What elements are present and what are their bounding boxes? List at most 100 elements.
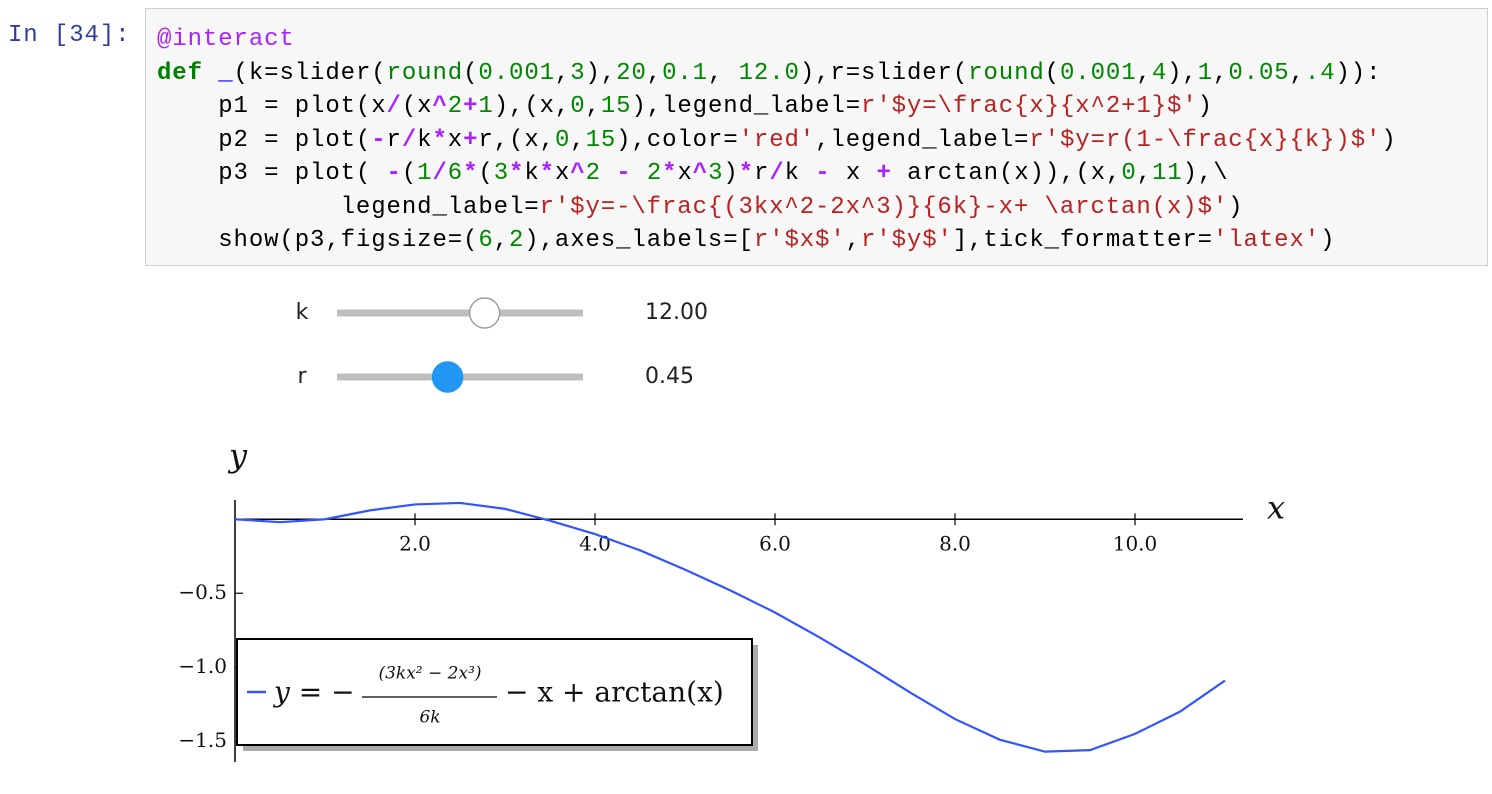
- slider-handle[interactable]: [468, 297, 501, 329]
- code-token: 1: [478, 93, 494, 120]
- code-token: 0.001: [478, 59, 555, 87]
- code-token: ^: [432, 93, 448, 120]
- code-token: -: [616, 160, 632, 187]
- code-token: _: [218, 59, 234, 87]
- code-token: ),: [585, 59, 617, 87]
- code-token: ,: [1136, 59, 1152, 87]
- code-token: k: [417, 126, 433, 154]
- code-token: ,: [1213, 59, 1229, 87]
- code-token: 2: [585, 160, 601, 187]
- code-token: 3: [493, 160, 510, 187]
- code-token: *: [432, 126, 448, 154]
- code-token: legend_label=: [157, 193, 540, 221]
- code-token: 'red': [738, 126, 816, 154]
- code-token: ,: [646, 59, 663, 87]
- code-token: 1: [1197, 59, 1214, 87]
- code-token: x: [554, 160, 571, 187]
- legend-suffix: − x + arctan(x): [505, 676, 724, 709]
- cell-prompt: In [34]:: [8, 22, 131, 49]
- x-axis-label: x: [1267, 489, 1285, 527]
- code-token: ),(x,: [493, 93, 571, 120]
- code-token: +: [876, 160, 892, 187]
- code-token: ^: [692, 160, 709, 187]
- code-token: 2: [646, 160, 663, 187]
- code-token: r'$x$': [753, 227, 846, 254]
- code-token: show(p3,figsize=(: [157, 227, 479, 254]
- code-token: ): [1228, 193, 1244, 221]
- y-tick-label: −1.5: [178, 728, 227, 752]
- code-token: 15: [600, 93, 632, 120]
- code-token: -: [386, 160, 402, 187]
- code-token: r'$y=\frac{x}{x^2+1}$': [861, 93, 1198, 120]
- code-token: /: [769, 160, 785, 187]
- code-token: ): [723, 160, 739, 187]
- slider-value: 0.45: [645, 364, 694, 389]
- code-token: /: [401, 126, 418, 154]
- code-token: )):: [1335, 59, 1382, 87]
- code-token: -: [815, 160, 831, 187]
- code-token: x: [830, 160, 877, 187]
- x-tick-label: 2.0: [399, 532, 431, 556]
- code-token: p1 = plot(x: [157, 93, 387, 120]
- code-token: *: [539, 160, 555, 187]
- code-token: *: [463, 160, 479, 187]
- slider-label: r: [297, 364, 307, 389]
- y-tick-label: −0.5: [178, 580, 227, 604]
- code-token: 'latex': [1212, 227, 1321, 254]
- code-token: p3 = plot(: [157, 160, 387, 187]
- code-token: 0: [570, 93, 586, 120]
- code-token: k: [524, 160, 540, 187]
- code-token: .4: [1304, 59, 1336, 87]
- code-token: ),legend_label=: [631, 93, 862, 120]
- code-token: (k=slider(: [233, 59, 387, 87]
- code-token: r: [386, 126, 402, 154]
- code-token: ,: [554, 59, 571, 87]
- curve: [234, 501, 1226, 753]
- code-token: ): [1197, 93, 1213, 120]
- code-token: 0.001: [1059, 59, 1137, 87]
- y-tick-label: −1.0: [178, 654, 227, 678]
- code-token: r'$y=r(1-\frac{x}{k})$': [1029, 126, 1382, 154]
- code-token: ,: [708, 59, 739, 87]
- code-line: @interact: [157, 23, 1487, 57]
- code-token: 1: [417, 160, 433, 187]
- code-token: (: [401, 160, 418, 187]
- code-token: 0: [554, 126, 571, 154]
- code-token: 2: [447, 93, 464, 120]
- code-token: x: [677, 160, 693, 187]
- code-token: (: [463, 59, 479, 87]
- code-line: show(p3,figsize=(6,2),axes_labels=[r'$x$…: [157, 224, 1487, 258]
- code-token: ),: [1167, 59, 1198, 87]
- legend-box: [236, 638, 753, 746]
- legend-prefix: y = −: [272, 676, 355, 709]
- code-token: 0: [1121, 160, 1137, 187]
- code-token: 3: [708, 160, 724, 187]
- code-cell[interactable]: @interact def _(k=slider(round(0.001,3),2…: [145, 8, 1488, 266]
- code-token: round: [386, 59, 464, 87]
- code-token: ],tick_formatter=: [952, 227, 1213, 254]
- code-token: r'$y$': [860, 227, 953, 254]
- code-token: 0.1: [662, 59, 708, 87]
- code-token: 12.0: [738, 59, 800, 87]
- code-token: ,: [585, 93, 601, 120]
- code-token: ^: [570, 160, 586, 187]
- code-token: *: [662, 160, 678, 187]
- slider-handle[interactable]: [431, 361, 464, 393]
- x-tick-label: 4.0: [579, 532, 611, 556]
- x-tick-label: 8.0: [939, 532, 971, 556]
- code-token: 11: [1152, 160, 1183, 187]
- code-token: r'$y=-\frac{(3kx^2-2x^3)}{6k}-x+ \arctan…: [539, 193, 1229, 221]
- code-token: ,: [1136, 160, 1152, 187]
- code-token: (: [1044, 59, 1060, 87]
- code-token: ,legend_label=: [815, 126, 1030, 154]
- code-token: round: [968, 59, 1045, 87]
- code-token: (: [478, 160, 494, 187]
- code-token: /: [432, 160, 448, 187]
- code-token: ),color=: [616, 126, 739, 154]
- code-token: @interact: [157, 26, 295, 53]
- code-token: ): [1381, 126, 1397, 154]
- code-token: r,(x,: [478, 126, 555, 154]
- x-tick-label: 6.0: [759, 532, 791, 556]
- code-token: ,: [845, 227, 861, 254]
- code-token: /: [386, 93, 402, 120]
